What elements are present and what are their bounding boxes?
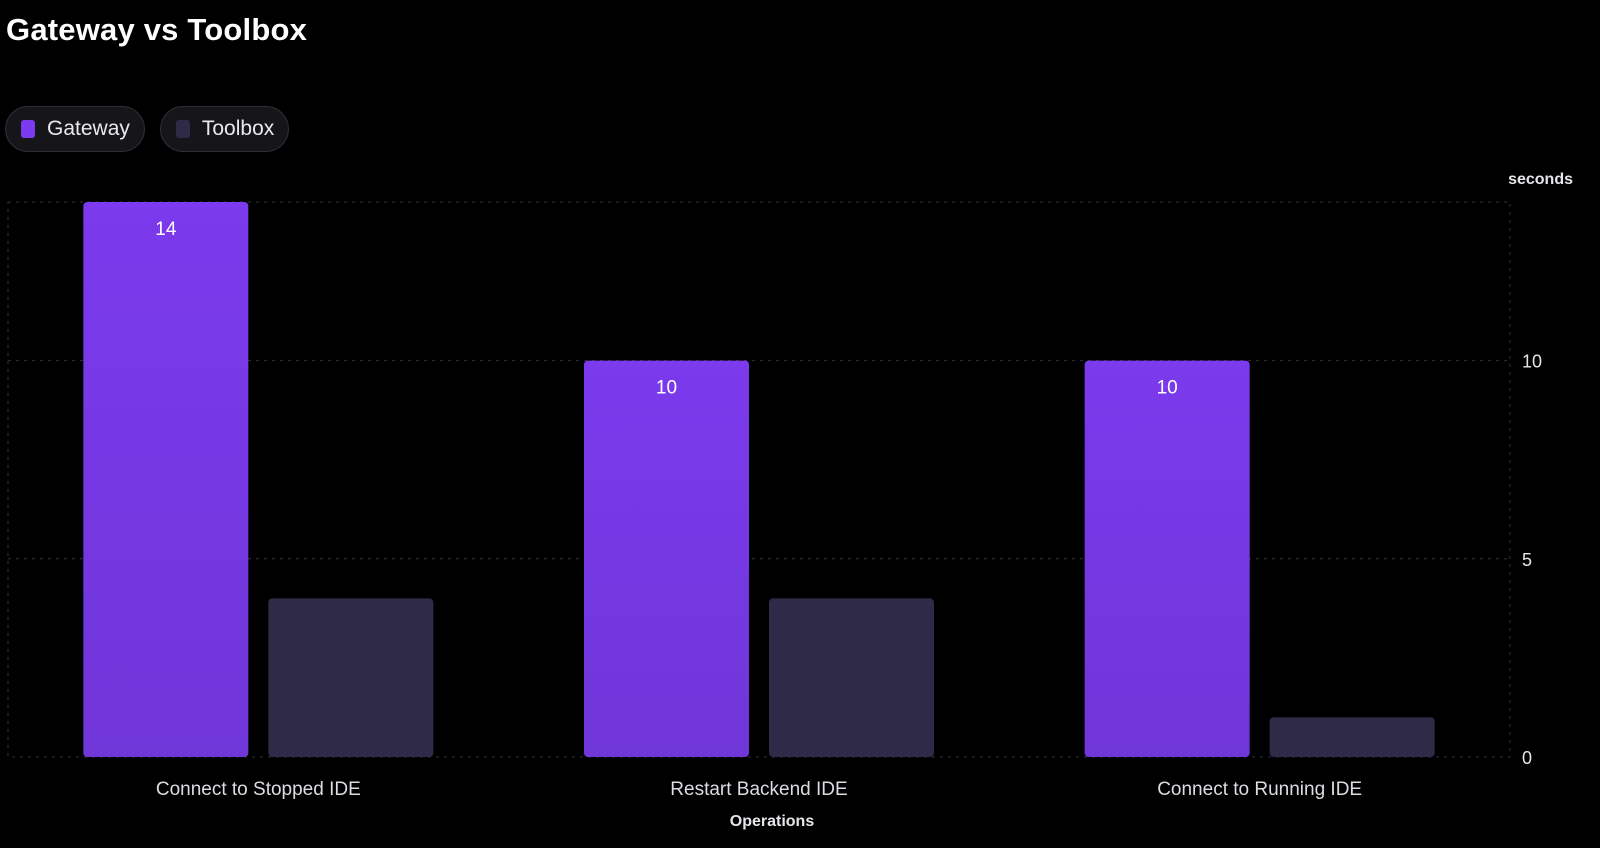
y-tick-label: 0	[1522, 748, 1532, 768]
data-label: 10	[1157, 378, 1178, 399]
legend-label-gateway: Gateway	[47, 117, 130, 140]
labels: 0 5 10 14 Connect to Stopped IDE 10 Restart Ba…	[155, 219, 1542, 800]
grid	[7, 201, 1511, 758]
legend-swatch-gateway	[21, 120, 35, 138]
y-tick-label: 5	[1522, 550, 1532, 570]
plot-frame	[7, 201, 1511, 758]
legend-item-gateway[interactable]: Gateway	[5, 106, 145, 152]
bar-gateway-2	[1084, 360, 1250, 757]
data-label: 14	[155, 219, 177, 240]
bars	[83, 202, 1435, 757]
x-tick-label: Connect to Running IDE	[1157, 779, 1362, 800]
bar-gateway-0	[83, 202, 249, 757]
y-axis-title: seconds	[1508, 171, 1573, 188]
bar-toolbox-1	[769, 598, 934, 757]
legend-label-toolbox: Toolbox	[201, 117, 275, 140]
bar-toolbox-0	[268, 598, 434, 757]
legend-swatch-toolbox	[175, 120, 190, 138]
x-axis-title: Operations	[730, 813, 815, 830]
legend-item-toolbox[interactable]: Toolbox	[159, 106, 290, 152]
bar-toolbox-2	[1269, 717, 1435, 757]
x-tick-label: Connect to Stopped IDE	[156, 779, 361, 800]
chart-title: Gateway vs Toolbox	[6, 12, 308, 47]
x-tick-label: Restart Backend IDE	[670, 779, 847, 800]
data-label: 10	[656, 378, 677, 399]
y-tick-label: 10	[1522, 352, 1542, 372]
bar-gateway-1	[584, 360, 749, 757]
legend: Gateway Toolbox	[5, 106, 290, 152]
